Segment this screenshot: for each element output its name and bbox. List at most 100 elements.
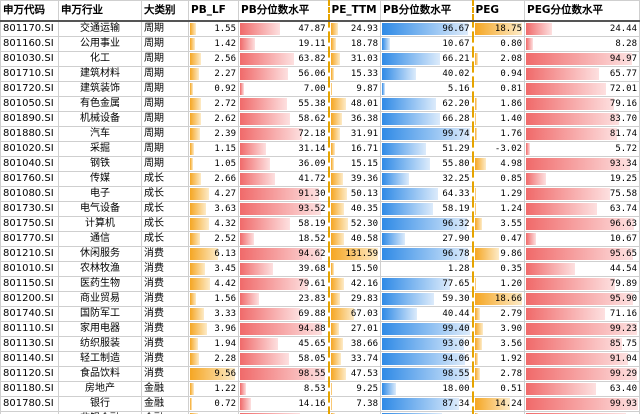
cell-industry[interactable]: 交通运输 <box>58 20 142 37</box>
cell-industry[interactable]: 商业贸易 <box>58 291 142 307</box>
cell-peg-percentile[interactable]: 81.74 <box>524 126 640 142</box>
table-row[interactable]: 801730.SI 电气设备 成长 3.63 93.52 40.35 58.19 1.24 63… <box>0 201 640 217</box>
cell-pe-percentile[interactable]: 64.33 <box>380 186 474 202</box>
cell-category[interactable]: 消费 <box>141 321 189 337</box>
cell-category[interactable]: 周期 <box>141 51 189 67</box>
cell-industry[interactable]: 电子 <box>58 186 142 202</box>
cell-pe-percentile[interactable]: 27.90 <box>380 231 474 247</box>
cell-pb-lf[interactable]: 2.52 <box>188 231 239 247</box>
cell-pb-lf[interactable]: 9.56 <box>188 366 239 382</box>
col-header-code[interactable]: 申万代码 <box>0 0 59 22</box>
cell-industry[interactable]: 计算机 <box>58 216 142 232</box>
cell-code[interactable]: 801200.SI <box>0 291 59 307</box>
cell-pb-percentile[interactable]: 41.72 <box>238 171 329 187</box>
cell-pb-percentile[interactable]: 79.61 <box>238 276 329 292</box>
cell-pb-lf[interactable]: 0.72 <box>188 396 239 412</box>
cell-pb-lf[interactable]: 4.27 <box>188 186 239 202</box>
table-row[interactable]: 801020.SI 采掘 周期 1.15 31.14 16.71 51.29 -3.02 5.7… <box>0 141 640 157</box>
cell-pe-percentile[interactable]: 98.55 <box>380 366 474 382</box>
cell-peg-percentile[interactable]: 99.93 <box>524 396 640 412</box>
cell-peg[interactable]: 0.51 <box>472 381 525 397</box>
cell-pb-lf[interactable]: 1.55 <box>188 20 239 37</box>
cell-pe-ttm[interactable]: 42.16 <box>327 276 381 292</box>
cell-pe-percentile[interactable]: 55.80 <box>380 156 474 172</box>
cell-peg-percentile[interactable]: 99.23 <box>524 321 640 337</box>
cell-category[interactable]: 周期 <box>141 156 189 172</box>
cell-pe-ttm[interactable]: 9.87 <box>327 81 381 97</box>
cell-pe-ttm[interactable]: 38.66 <box>327 336 381 352</box>
cell-industry[interactable]: 家用电器 <box>58 321 142 337</box>
col-header-peg-percentile[interactable]: PEG分位数水平 <box>524 0 640 22</box>
cell-peg-percentile[interactable]: 79.16 <box>524 96 640 112</box>
cell-pe-ttm[interactable]: 15.33 <box>327 66 381 82</box>
cell-pb-lf[interactable]: 2.28 <box>188 351 239 367</box>
cell-pb-percentile[interactable]: 8.53 <box>238 381 329 397</box>
cell-peg[interactable]: 0.81 <box>472 81 525 97</box>
cell-peg-percentile[interactable]: 44.54 <box>524 261 640 277</box>
cell-pb-lf[interactable]: 3.96 <box>188 321 239 337</box>
cell-pb-percentile[interactable]: 91.30 <box>238 186 329 202</box>
cell-category[interactable]: 消费 <box>141 351 189 367</box>
cell-pb-lf[interactable]: 2.27 <box>188 66 239 82</box>
col-header-pe-percentile[interactable]: PB分位数水平 <box>380 0 474 22</box>
cell-pb-percentile[interactable]: 94.88 <box>238 321 329 337</box>
cell-industry[interactable]: 汽车 <box>58 126 142 142</box>
cell-peg[interactable]: 0.35 <box>472 261 525 277</box>
cell-pe-ttm[interactable]: 16.71 <box>327 141 381 157</box>
table-row[interactable]: 801170.SI 交通运输 周期 1.55 47.87 24.93 96.67 18.75 2… <box>0 20 640 37</box>
cell-pb-percentile[interactable]: 58.19 <box>238 216 329 232</box>
cell-category[interactable]: 周期 <box>141 66 189 82</box>
table-row[interactable]: 801040.SI 钢铁 周期 1.05 36.09 15.15 55.80 4.98 93.3… <box>0 156 640 172</box>
cell-pb-lf[interactable]: 2.62 <box>188 111 239 127</box>
cell-pb-percentile[interactable]: 39.68 <box>238 261 329 277</box>
table-row[interactable]: 801770.SI 通信 成长 2.52 18.52 40.58 27.90 0.47 10.6… <box>0 231 640 247</box>
cell-code[interactable]: 801010.SI <box>0 261 59 277</box>
cell-pb-lf[interactable]: 3.63 <box>188 201 239 217</box>
cell-category[interactable]: 周期 <box>141 81 189 97</box>
cell-peg[interactable]: 4.98 <box>472 156 525 172</box>
cell-peg[interactable]: 18.75 <box>472 20 525 37</box>
cell-pb-percentile[interactable]: 14.16 <box>238 396 329 412</box>
col-header-industry[interactable]: 申万行业 <box>58 0 142 22</box>
cell-pb-lf[interactable]: 0.92 <box>188 81 239 97</box>
cell-peg[interactable]: 0.47 <box>472 231 525 247</box>
cell-pe-ttm[interactable]: 18.78 <box>327 36 381 52</box>
cell-industry[interactable]: 房地产 <box>58 381 142 397</box>
cell-pb-percentile[interactable]: 58.05 <box>238 351 329 367</box>
cell-code[interactable]: 801140.SI <box>0 351 59 367</box>
cell-code[interactable]: 801080.SI <box>0 186 59 202</box>
cell-pb-lf[interactable]: 1.42 <box>188 36 239 52</box>
cell-category[interactable]: 成长 <box>141 201 189 217</box>
cell-pe-percentile[interactable]: 5.16 <box>380 81 474 97</box>
cell-peg-percentile[interactable]: 63.40 <box>524 381 640 397</box>
cell-pb-lf[interactable]: 1.56 <box>188 291 239 307</box>
cell-pe-ttm[interactable]: 48.01 <box>327 96 381 112</box>
cell-pe-percentile[interactable]: 18.00 <box>380 381 474 397</box>
cell-peg-percentile[interactable]: 10.67 <box>524 231 640 247</box>
cell-peg-percentile[interactable]: 63.74 <box>524 201 640 217</box>
cell-pb-lf[interactable]: 2.66 <box>188 171 239 187</box>
cell-code[interactable]: 801020.SI <box>0 141 59 157</box>
table-row[interactable]: 801880.SI 汽车 周期 2.39 72.18 31.91 99.74 1.76 81.7… <box>0 126 640 142</box>
cell-pe-percentile[interactable]: 66.28 <box>380 111 474 127</box>
cell-industry[interactable]: 公用事业 <box>58 36 142 52</box>
cell-peg[interactable]: 1.24 <box>472 201 525 217</box>
cell-category[interactable]: 消费 <box>141 261 189 277</box>
cell-pe-ttm[interactable]: 15.50 <box>327 261 381 277</box>
cell-peg-percentile[interactable]: 94.97 <box>524 51 640 67</box>
table-row[interactable]: 801130.SI 纺织服装 消费 1.94 45.65 38.66 93.00 3.56 85… <box>0 336 640 352</box>
table-row[interactable]: 801720.SI 建筑装饰 周期 0.92 7.00 9.87 5.16 0.81 72.01 <box>0 81 640 97</box>
cell-peg[interactable]: -3.02 <box>472 141 525 157</box>
cell-peg[interactable]: 2.79 <box>472 306 525 322</box>
cell-peg[interactable]: 3.56 <box>472 336 525 352</box>
cell-pe-ttm[interactable]: 131.59 <box>327 246 381 262</box>
cell-pb-lf[interactable]: 3.33 <box>188 306 239 322</box>
cell-category[interactable]: 消费 <box>141 276 189 292</box>
table-row[interactable]: 801150.SI 医药生物 消费 4.42 79.61 42.16 77.65 1.20 79… <box>0 276 640 292</box>
table-row[interactable]: 801110.SI 家用电器 消费 3.96 94.88 27.01 99.40 3.90 99… <box>0 321 640 337</box>
cell-category[interactable]: 消费 <box>141 291 189 307</box>
cell-industry[interactable]: 国防军工 <box>58 306 142 322</box>
cell-peg[interactable]: 9.86 <box>472 246 525 262</box>
cell-pb-lf[interactable]: 1.15 <box>188 141 239 157</box>
cell-pb-percentile[interactable]: 7.00 <box>238 81 329 97</box>
